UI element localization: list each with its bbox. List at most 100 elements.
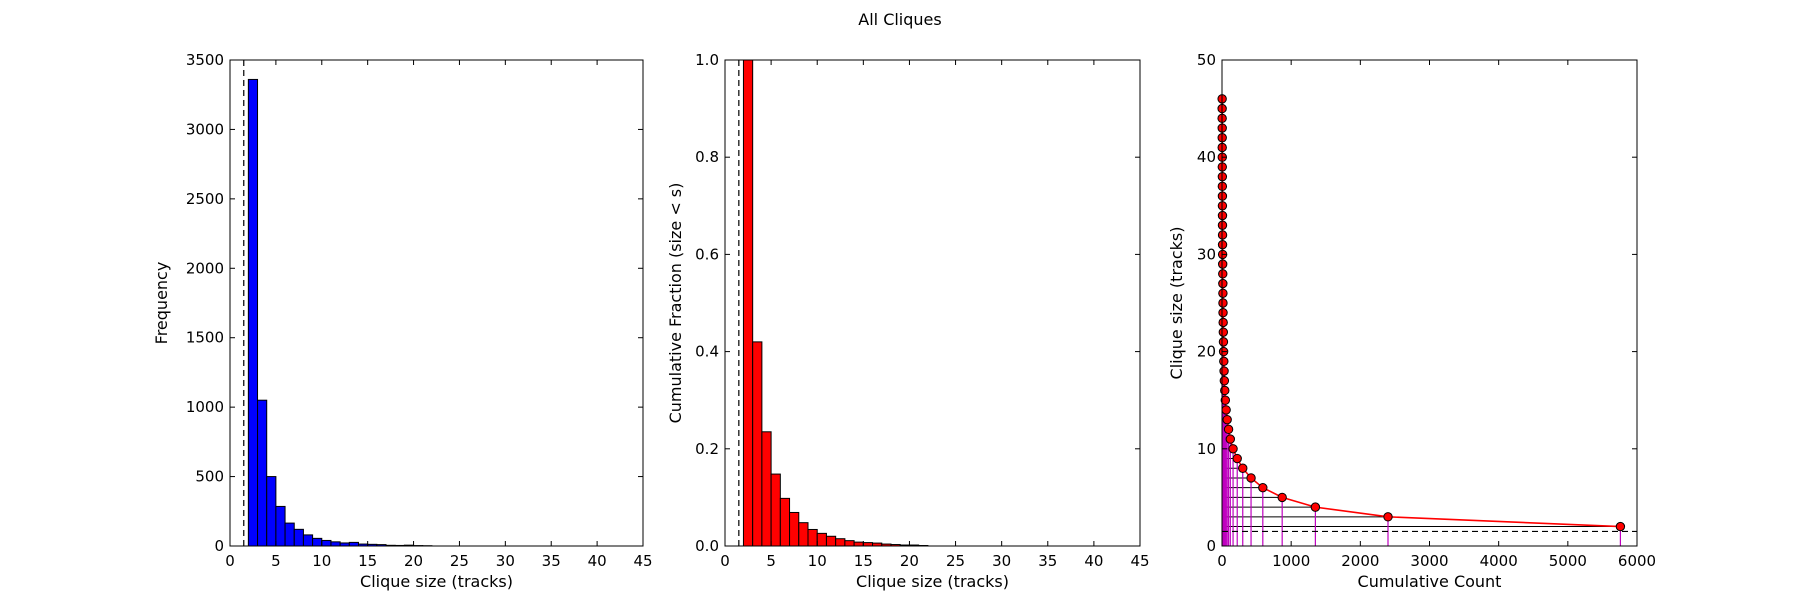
bar (798, 522, 809, 547)
data-point (1383, 512, 1393, 522)
y-tick-label: 40 (1197, 148, 1216, 166)
x-tick-label: 15 (358, 552, 377, 570)
x-tick-label: 35 (542, 552, 561, 570)
x-tick-label: 0 (720, 552, 730, 570)
bar (844, 540, 855, 547)
y-tick-label: 1500 (186, 329, 224, 347)
bar (779, 497, 791, 547)
x-tick-label: 0 (225, 552, 235, 570)
y-tick-label: 0.2 (695, 440, 719, 458)
x-tick-label: 35 (1038, 552, 1057, 570)
bar (330, 541, 341, 547)
axes-frame (229, 59, 644, 547)
cumcount-panel: 0 1000 2000 3000 4000 5000 6000 0 10 20 30 40 50 Cumu… (1167, 51, 1656, 591)
y-tick-label: 50 (1197, 51, 1216, 69)
x-tick-label: 45 (1130, 552, 1149, 570)
data-point (1217, 239, 1228, 250)
bar (321, 539, 332, 547)
data-point (1223, 424, 1234, 435)
x-axis-label: Clique size (tracks) (856, 572, 1009, 591)
y-tick-label: 3000 (186, 120, 224, 138)
y-tick-label: 0.8 (695, 148, 719, 166)
y-tick-label: 20 (1197, 343, 1216, 361)
data-point (1238, 463, 1248, 473)
figure-title: All Cliques (858, 10, 941, 29)
bar (862, 542, 874, 547)
bar (742, 59, 754, 547)
data-point (1218, 269, 1228, 279)
y-tick-label: 0.4 (695, 343, 719, 361)
bar (770, 473, 781, 547)
bar (284, 522, 295, 547)
bar (825, 535, 837, 547)
bar (266, 476, 277, 547)
data-point (1615, 521, 1626, 532)
bar (853, 541, 864, 547)
bar (761, 431, 772, 547)
x-tick-label: 25 (450, 552, 469, 570)
y-tick-label: 0.0 (695, 537, 719, 555)
y-tick-label: 1000 (186, 398, 224, 416)
series-line (1221, 98, 1621, 528)
bar (312, 537, 323, 547)
x-tick-label: 30 (992, 552, 1011, 570)
x-tick-label: 2000 (1341, 552, 1379, 570)
x-tick-label: 45 (633, 552, 652, 570)
data-point (1221, 405, 1231, 415)
y-tick-label: 30 (1197, 245, 1216, 263)
data-point (1310, 502, 1321, 512)
x-tick-label: 40 (1084, 552, 1103, 570)
x-tick-label: 3000 (1410, 552, 1448, 570)
bar (835, 538, 846, 547)
x-tick-label: 1000 (1272, 552, 1310, 570)
data-point (1218, 278, 1228, 289)
bar (807, 528, 818, 547)
bar (247, 78, 259, 547)
cdf-panel: 0 5 10 15 20 25 30 35 40 45 0.0 0.2 0.4 0.6 0.8 1.0 Cliq… (666, 51, 1150, 591)
bar (752, 341, 763, 547)
data-point (1219, 356, 1229, 367)
axes-frame (724, 59, 1141, 547)
data-point (1219, 366, 1229, 376)
y-axis-label: Cumulative Fraction (size < s) (666, 183, 685, 424)
bar (789, 511, 800, 547)
data-point (1218, 298, 1228, 308)
data-point (1220, 385, 1230, 396)
x-tick-label: 5000 (1549, 552, 1587, 570)
data-point (1277, 492, 1287, 503)
bar (302, 534, 314, 547)
axes-frame (1221, 59, 1638, 547)
x-axis-label: Cumulative Count (1358, 572, 1502, 591)
data-point (1217, 230, 1228, 240)
y-tick-label: 2500 (186, 190, 224, 208)
data-point (1219, 376, 1230, 386)
y-tick-label: 0 (214, 537, 224, 555)
data-point (1218, 308, 1228, 318)
data-point (1220, 395, 1231, 405)
data-point (1218, 288, 1228, 298)
data-point (1218, 317, 1228, 328)
y-tick-label: 0.6 (695, 245, 719, 263)
x-tick-label: 25 (946, 552, 965, 570)
x-tick-label: 10 (808, 552, 827, 570)
data-point (1258, 482, 1268, 493)
data-point (1218, 337, 1229, 347)
x-axis-label: Clique size (tracks) (360, 572, 513, 591)
x-tick-label: 15 (854, 552, 873, 570)
x-tick-label: 0 (1217, 552, 1227, 570)
x-tick-label: 20 (900, 552, 919, 570)
x-tick-label: 30 (496, 552, 515, 570)
x-tick-label: 40 (588, 552, 607, 570)
data-point (1222, 414, 1232, 425)
bar (293, 528, 304, 547)
y-axis-label: Clique size (tracks) (1167, 227, 1186, 380)
bar (348, 541, 359, 547)
data-point (1246, 473, 1256, 483)
data-point (1218, 327, 1229, 337)
x-tick-label: 4000 (1480, 552, 1518, 570)
data-point (1228, 444, 1238, 454)
x-tick-label: 10 (312, 552, 331, 570)
data-point (1217, 259, 1228, 269)
y-tick-label: 10 (1197, 440, 1216, 458)
